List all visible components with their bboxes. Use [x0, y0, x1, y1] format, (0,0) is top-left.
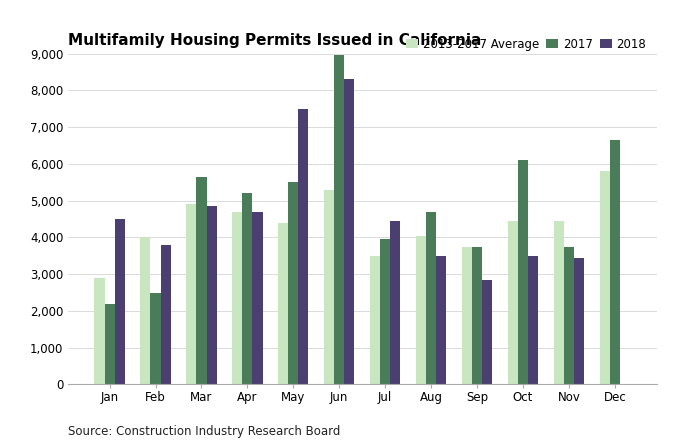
Bar: [472, 247, 482, 384]
Bar: [299, 109, 309, 384]
Bar: [324, 190, 334, 384]
Bar: [104, 304, 114, 384]
Bar: [114, 219, 125, 384]
Bar: [426, 212, 436, 384]
Legend: 2013-2017 Average, 2017, 2018: 2013-2017 Average, 2017, 2018: [401, 33, 651, 55]
Bar: [390, 221, 400, 384]
Bar: [253, 212, 263, 384]
Bar: [574, 257, 584, 384]
Bar: [242, 193, 253, 384]
Bar: [95, 278, 104, 384]
Bar: [206, 206, 217, 384]
Bar: [564, 247, 574, 384]
Bar: [528, 256, 538, 384]
Bar: [600, 171, 610, 384]
Bar: [380, 239, 390, 384]
Bar: [150, 292, 160, 384]
Bar: [140, 237, 150, 384]
Bar: [462, 247, 472, 384]
Bar: [160, 245, 171, 384]
Bar: [610, 140, 620, 384]
Bar: [416, 236, 426, 384]
Bar: [554, 221, 564, 384]
Text: Source: Construction Industry Research Board: Source: Construction Industry Research B…: [68, 425, 340, 438]
Bar: [436, 256, 446, 384]
Bar: [508, 221, 518, 384]
Bar: [232, 212, 242, 384]
Bar: [196, 177, 206, 384]
Text: Multifamily Housing Permits Issued in California: Multifamily Housing Permits Issued in Ca…: [68, 34, 481, 48]
Bar: [518, 160, 528, 384]
Bar: [288, 182, 299, 384]
Bar: [334, 55, 345, 384]
Bar: [186, 204, 196, 384]
Bar: [482, 280, 492, 384]
Bar: [278, 223, 288, 384]
Bar: [345, 80, 354, 384]
Bar: [370, 256, 380, 384]
